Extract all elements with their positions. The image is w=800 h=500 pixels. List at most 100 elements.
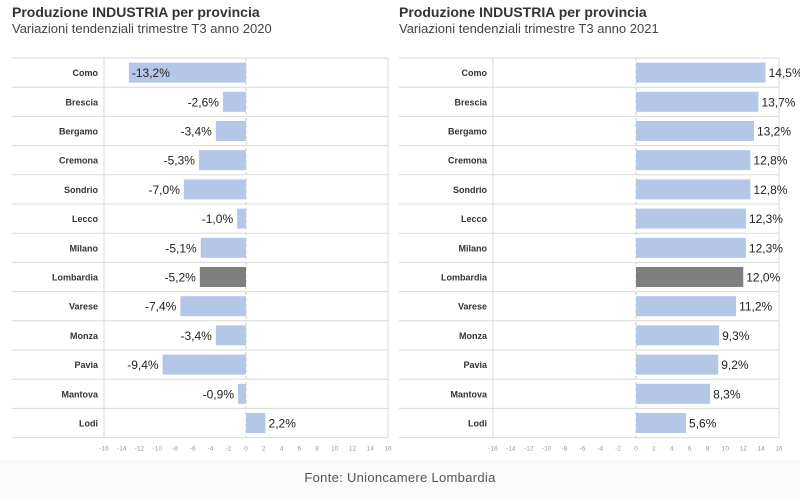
bar (636, 91, 759, 112)
bar (162, 354, 246, 375)
tick-label: 16 (775, 446, 783, 453)
category-label: Sondrio (64, 185, 98, 195)
tick-label: 4 (280, 446, 284, 453)
data-label: 8,3% (713, 387, 741, 401)
category-label: Milano (459, 243, 488, 253)
data-label: -2,6% (188, 95, 220, 109)
charts-container: Como -13,2% Brescia -2,6% Bergamo -3,4% Cremon… (12, 57, 800, 453)
data-label: -7,4% (145, 300, 177, 314)
category-label: Cremona (448, 156, 488, 166)
tick-label: 0 (634, 446, 638, 453)
bar (636, 383, 711, 404)
tick-label: -8 (562, 446, 568, 453)
bar (198, 150, 246, 171)
tick-label: 16 (384, 446, 392, 453)
tick-label: -12 (524, 446, 534, 453)
category-label: Cremona (59, 156, 99, 166)
source-note: Fonte: Unioncamere Lombardia (304, 470, 496, 485)
category-label: Mantova (450, 389, 488, 399)
category-label: Bergamo (59, 127, 99, 137)
data-label: -3,4% (180, 329, 212, 343)
bar (636, 325, 720, 346)
tick-label: 10 (331, 446, 339, 453)
category-label: Monza (70, 331, 99, 341)
tick-label: -14 (506, 446, 516, 453)
tick-label: 12 (740, 446, 748, 453)
chart-panel-0: Como -13,2% Brescia -2,6% Bergamo -3,4% Cremon… (12, 57, 392, 453)
tick-label: -2 (615, 446, 621, 453)
data-label: -5,2% (164, 271, 196, 285)
category-label: Monza (459, 331, 488, 341)
bar (636, 179, 751, 200)
bar (238, 383, 246, 404)
category-label: Como (73, 68, 99, 78)
tick-label: -6 (579, 446, 585, 453)
tick-label: 8 (315, 446, 319, 453)
chart-title-2021: Produzione INDUSTRIA per provincia (399, 4, 647, 20)
data-label: 12,8% (753, 183, 787, 197)
tick-label: -2 (225, 446, 231, 453)
data-label: 12,8% (753, 154, 787, 168)
footer-strip (0, 460, 800, 500)
tick-label: 14 (367, 446, 375, 453)
bar-highlight (636, 267, 744, 287)
bar (636, 237, 746, 258)
bar (636, 208, 746, 229)
category-label: Pavia (74, 360, 99, 370)
data-label: 12,0% (746, 271, 780, 285)
tick-label: -4 (597, 446, 603, 453)
bar (636, 62, 766, 83)
bar (636, 296, 737, 317)
data-label: -13,2% (132, 66, 170, 80)
tick-label: 0 (244, 446, 248, 453)
tick-label: 8 (706, 446, 710, 453)
data-label: -7,0% (149, 183, 181, 197)
bar (636, 354, 719, 375)
category-label: Lombardia (441, 273, 488, 283)
data-label: 11,2% (739, 300, 772, 314)
bar (180, 296, 246, 317)
chart-subtitle-2020: Variazioni tendenziali trimestre T3 anno… (12, 21, 272, 36)
tick-label: 12 (349, 446, 357, 453)
data-label: 12,3% (749, 212, 783, 226)
category-label: Milano (70, 243, 99, 253)
data-label: 13,2% (757, 125, 791, 139)
bar (636, 413, 687, 433)
category-label: Lecco (72, 214, 99, 224)
data-label: 12,3% (749, 241, 783, 255)
category-label: Brescia (65, 97, 99, 107)
bar (237, 208, 246, 229)
data-label: 2,2% (269, 417, 297, 431)
bar (246, 413, 266, 433)
data-label: 13,7% (761, 95, 795, 109)
data-label: 5,6% (689, 417, 717, 431)
tick-label: 6 (297, 446, 301, 453)
data-label: -0,9% (203, 387, 235, 401)
bar (215, 121, 246, 141)
data-label: -1,0% (202, 212, 234, 226)
tick-label: -4 (208, 446, 214, 453)
bar (183, 179, 246, 200)
data-label: 9,2% (721, 358, 749, 372)
tick-label: 6 (688, 446, 692, 453)
category-label: Lombardia (52, 273, 99, 283)
tick-label: -16 (99, 446, 109, 453)
bar (200, 237, 246, 258)
category-label: Lodi (79, 419, 98, 429)
chart-subtitle-2021: Variazioni tendenziali trimestre T3 anno… (399, 21, 659, 36)
category-label: Varese (458, 302, 487, 312)
tick-label: 2 (262, 446, 266, 453)
tick-label: -10 (542, 446, 552, 453)
tick-label: -10 (153, 446, 163, 453)
tick-label: 14 (758, 446, 766, 453)
data-label: -9,4% (127, 358, 159, 372)
chart-title-2020: Produzione INDUSTRIA per provincia (12, 4, 260, 20)
data-label: -5,1% (165, 241, 197, 255)
bar-highlight (199, 267, 246, 287)
tick-label: -16 (488, 446, 498, 453)
category-label: Varese (69, 302, 98, 312)
category-label: Pavia (463, 360, 488, 370)
category-label: Lodi (468, 419, 487, 429)
tick-label: -12 (135, 446, 145, 453)
bar (128, 62, 246, 83)
